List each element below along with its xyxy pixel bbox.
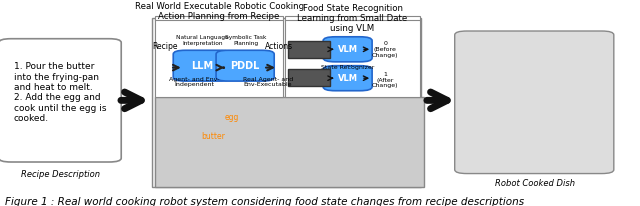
- FancyBboxPatch shape: [323, 66, 372, 91]
- Text: Recipe Description: Recipe Description: [20, 170, 100, 179]
- FancyBboxPatch shape: [287, 41, 330, 58]
- Text: Real World Executable Robotic Cooking
Action Planning from Recipe: Real World Executable Robotic Cooking Ac…: [134, 2, 304, 21]
- FancyBboxPatch shape: [173, 50, 232, 81]
- Text: Agent- and Env-
Independent: Agent- and Env- Independent: [170, 77, 220, 88]
- Text: Food State Recognition
Learning from Small Date
using VLM: Food State Recognition Learning from Sma…: [298, 4, 408, 33]
- Text: butter: butter: [201, 132, 225, 141]
- Text: egg: egg: [224, 113, 239, 122]
- Text: Figure 1 : Real world cooking robot system considering food state changes from r: Figure 1 : Real world cooking robot syst…: [5, 197, 524, 206]
- FancyBboxPatch shape: [155, 96, 424, 187]
- FancyBboxPatch shape: [454, 31, 614, 174]
- Text: Robot Cooked Dish: Robot Cooked Dish: [495, 179, 575, 188]
- FancyBboxPatch shape: [323, 37, 372, 62]
- Text: Real Agent- and
Env-Executable: Real Agent- and Env-Executable: [243, 77, 293, 88]
- Text: ...: ...: [345, 59, 353, 68]
- Text: 0
(Before
Change): 0 (Before Change): [372, 41, 399, 58]
- Text: State Recognizer: State Recognizer: [321, 66, 374, 70]
- FancyBboxPatch shape: [152, 18, 421, 187]
- FancyBboxPatch shape: [0, 39, 121, 162]
- FancyBboxPatch shape: [155, 16, 284, 96]
- Text: PDDL: PDDL: [230, 61, 260, 71]
- FancyBboxPatch shape: [285, 16, 420, 96]
- Text: Natural Language
Interpretation: Natural Language Interpretation: [176, 35, 229, 46]
- Text: Actions: Actions: [265, 42, 293, 51]
- Text: Recipe: Recipe: [152, 42, 178, 51]
- FancyBboxPatch shape: [216, 50, 274, 81]
- Text: VLM: VLM: [338, 74, 358, 83]
- Text: VLM: VLM: [338, 45, 358, 54]
- FancyBboxPatch shape: [287, 69, 330, 86]
- Text: LLM: LLM: [191, 61, 213, 71]
- Text: 1. Pour the butter
into the frying-pan
and heat to melt.
2. Add the egg and
cook: 1. Pour the butter into the frying-pan a…: [14, 62, 106, 123]
- Text: 1
(After
Change): 1 (After Change): [372, 72, 399, 88]
- Text: Symbolic Task
Planning: Symbolic Task Planning: [225, 35, 266, 46]
